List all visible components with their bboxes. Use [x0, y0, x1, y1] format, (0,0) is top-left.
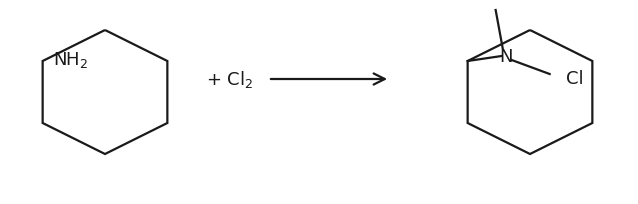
Text: Cl: Cl — [566, 70, 583, 88]
Text: N: N — [499, 48, 512, 66]
Text: Cl: Cl — [485, 0, 503, 4]
Text: + Cl$_2$: + Cl$_2$ — [206, 69, 254, 90]
Text: NH$_2$: NH$_2$ — [53, 50, 88, 70]
